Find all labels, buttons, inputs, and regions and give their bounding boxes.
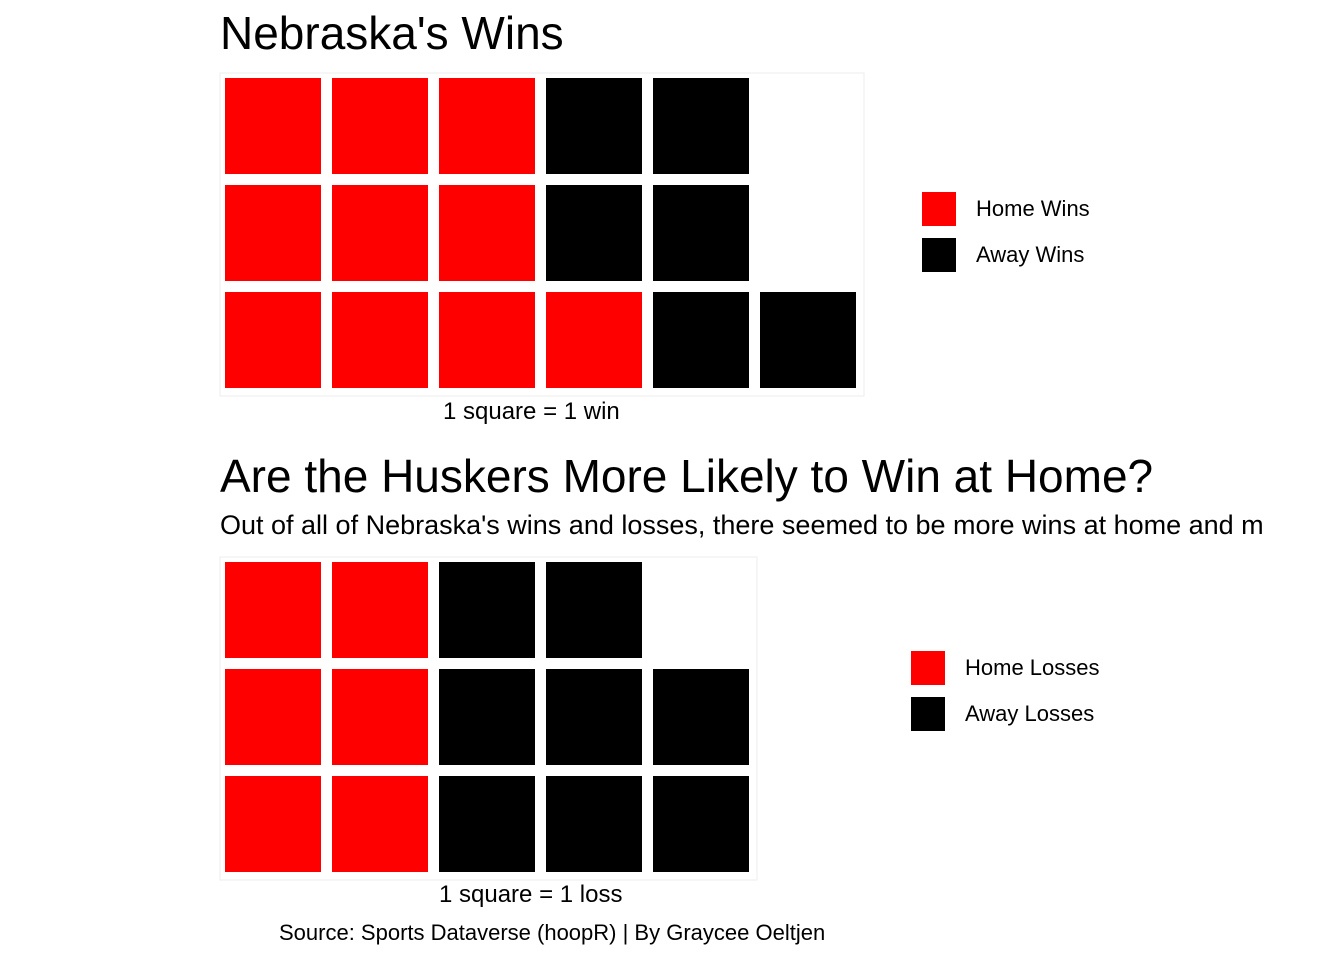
legend-label-away-losses: Away Losses [965, 701, 1095, 726]
wins-chart-title: Nebraska's Wins [220, 7, 564, 59]
waffle-square-away [439, 562, 535, 658]
legend-item-home-losses: Home Losses [911, 651, 1100, 685]
waffle-square-away [653, 78, 749, 174]
legend-item-home-wins: Home Wins [922, 192, 1090, 226]
losses-unit-caption: 1 square = 1 loss [439, 881, 623, 908]
waffle-square-away [546, 185, 642, 281]
waffle-square-away [653, 776, 749, 872]
waffle-square-home [225, 562, 321, 658]
waffle-square-home [439, 78, 535, 174]
waffle-square-home [332, 562, 428, 658]
waffle-square-home [225, 669, 321, 765]
waffle-square-home [332, 78, 428, 174]
waffle-square-away [760, 292, 856, 388]
waffle-frame [219, 556, 758, 881]
legend-label-home-wins: Home Wins [976, 196, 1090, 221]
waffle-square-away [546, 669, 642, 765]
waffle-square-home [332, 292, 428, 388]
waffle-square-home [225, 776, 321, 872]
legend-swatch-home [911, 651, 945, 685]
legend-item-away-wins: Away Wins [922, 238, 1084, 272]
waffle-square-away [439, 669, 535, 765]
waffle-square-away [546, 562, 642, 658]
waffle-square-home [225, 292, 321, 388]
wins-waffle [219, 72, 865, 397]
losses-waffle [219, 556, 758, 881]
losses-chart-title: Are the Huskers More Likely to Win at Ho… [220, 450, 1154, 502]
waffle-square-away [653, 185, 749, 281]
legend-swatch-away [922, 238, 956, 272]
waffle-square-away [439, 776, 535, 872]
waffle-square-home [332, 776, 428, 872]
legend-item-away-losses: Away Losses [911, 697, 1094, 731]
source-caption: Source: Sports Dataverse (hoopR) | By Gr… [279, 920, 826, 945]
waffle-square-home [546, 292, 642, 388]
legend-swatch-away [911, 697, 945, 731]
waffle-square-home [225, 78, 321, 174]
legend-swatch-home [922, 192, 956, 226]
waffle-square-home [225, 185, 321, 281]
waffle-square-away [653, 292, 749, 388]
waffle-square-home [332, 669, 428, 765]
waffle-frame [219, 72, 865, 397]
waffle-square-home [439, 185, 535, 281]
losses-chart-subtitle: Out of all of Nebraska's wins and losses… [220, 510, 1264, 540]
wins-unit-caption: 1 square = 1 win [443, 398, 620, 425]
waffle-square-home [332, 185, 428, 281]
waffle-square-home [439, 292, 535, 388]
waffle-square-away [546, 78, 642, 174]
waffle-square-away [653, 669, 749, 765]
legend-label-away-wins: Away Wins [976, 242, 1085, 267]
waffle-square-away [546, 776, 642, 872]
legend-label-home-losses: Home Losses [965, 655, 1100, 680]
